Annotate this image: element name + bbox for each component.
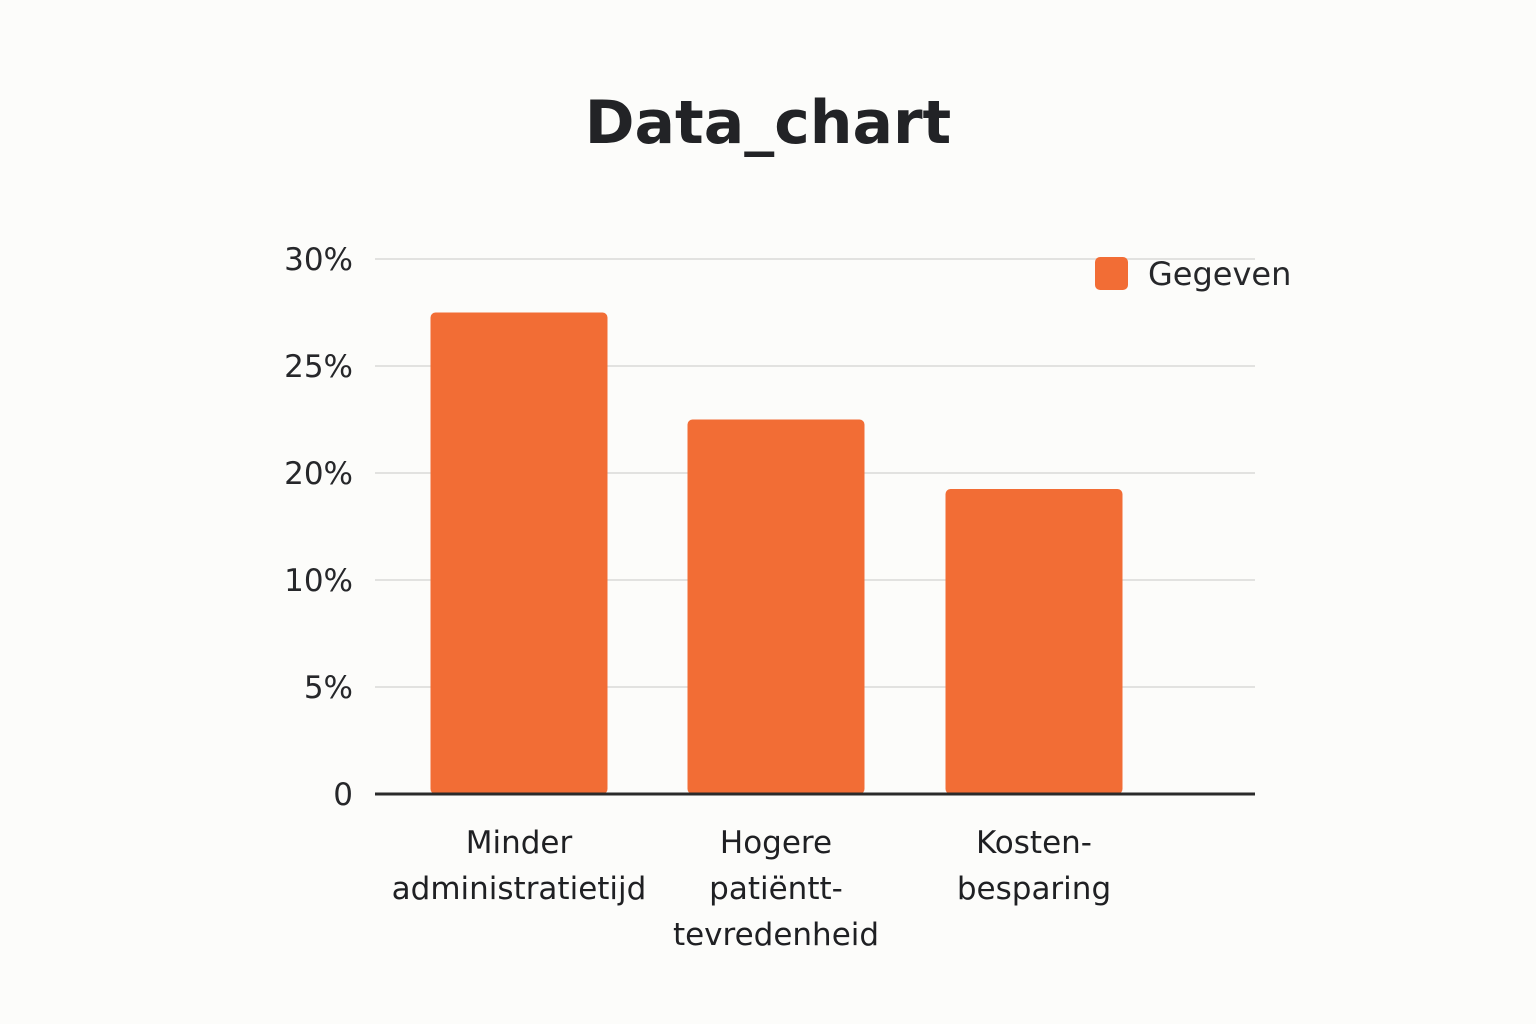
bars [430,312,1123,794]
chart-title: Data_chart [584,88,952,158]
y-tick-label: 5% [304,670,353,706]
legend-label: Gegeven [1148,255,1291,293]
bar [687,419,865,794]
y-axis-ticks: 0 5% 10% 20% 25% 30% [284,242,353,813]
y-tick-label: 25% [284,349,353,385]
x-axis-categories: Minder administratietijd Hogere patiëntt-te… [392,825,1111,953]
y-tick-label: 0 [333,777,353,813]
y-tick-label: 20% [284,456,353,492]
x-tick-label: Hogere patiëntt-tevredenheid [673,825,879,953]
x-tick-label: Kosten-besparing [957,825,1111,907]
legend: Gegeven [1095,255,1291,293]
bar [430,312,608,794]
legend-swatch [1095,257,1128,290]
x-tick-label: Minder administratietijd [392,825,647,907]
y-tick-label: 10% [284,563,353,599]
bar [945,489,1123,794]
y-tick-label: 30% [284,242,353,278]
